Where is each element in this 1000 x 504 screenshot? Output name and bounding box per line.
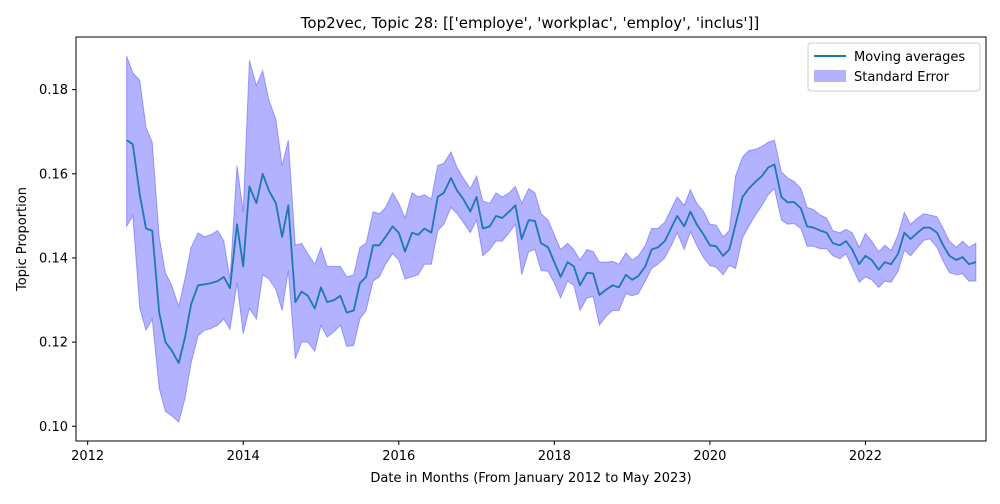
y-tick-label: 0.18: [39, 83, 68, 98]
axes-frame: [75, 36, 987, 442]
y-tick-label: 0.10: [39, 420, 68, 435]
legend: Moving averages Standard Error: [807, 42, 981, 92]
x-tick-label: 2016: [382, 449, 415, 464]
x-axis-label: Date in Months (From January 2012 to May…: [370, 471, 691, 486]
legend-band-swatch: [814, 70, 846, 82]
x-tick-label: 2018: [538, 449, 571, 464]
y-tick-label: 0.12: [39, 336, 68, 351]
chart-title: Top2vec, Topic 28: [['employe', 'workpla…: [300, 14, 759, 32]
legend-label-standard-error: Standard Error: [854, 70, 950, 85]
x-tick-label: 2012: [71, 449, 104, 464]
x-tick-label: 2014: [227, 449, 260, 464]
moving-averages-line: [126, 139, 977, 364]
legend-frame: [807, 42, 981, 92]
y-tick-label: 0.14: [39, 251, 68, 266]
x-tick-label: 2020: [693, 449, 726, 464]
x-axis-ticks: 2012 2014 2016 2018 2020 2022: [71, 441, 882, 464]
standard-error-band: [126, 55, 977, 424]
x-tick-label: 2022: [849, 449, 882, 464]
y-tick-label: 0.16: [39, 167, 68, 182]
legend-label-moving-averages: Moving averages: [854, 50, 965, 65]
y-axis-label: Topic Proportion: [15, 187, 30, 292]
y-axis-ticks: 0.10 0.12 0.14 0.16 0.18: [39, 83, 76, 435]
plot-area: [126, 55, 977, 424]
